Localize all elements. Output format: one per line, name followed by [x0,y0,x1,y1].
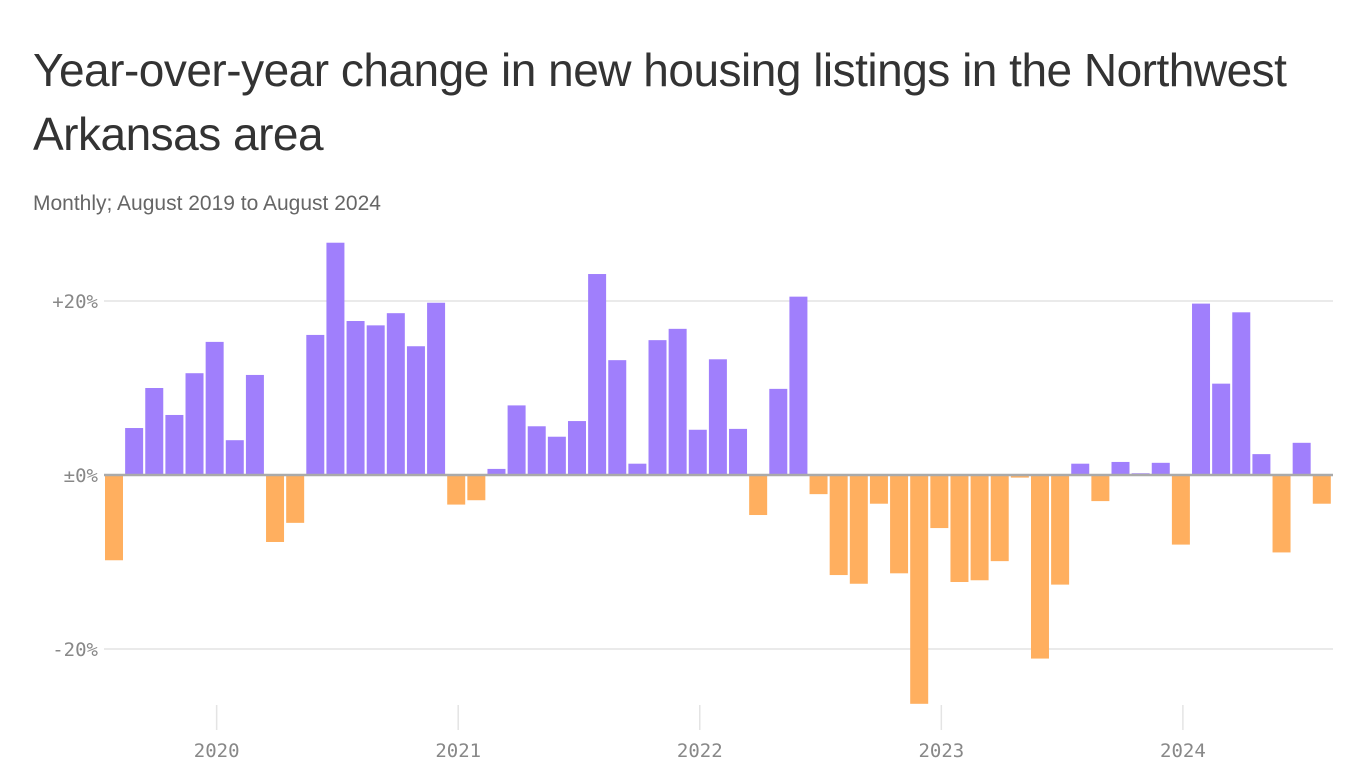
bar [1091,475,1110,502]
bar [588,274,607,475]
bar [668,328,687,475]
bar [165,414,184,475]
bar [829,475,848,576]
bar [1111,461,1130,475]
bar [1192,303,1211,475]
bar [1051,475,1070,585]
bar [608,360,627,475]
bar [406,346,425,475]
bar [567,421,586,475]
bar [185,373,204,475]
bar [789,296,808,475]
bar [1010,475,1029,478]
bar [769,388,788,475]
bar [869,475,888,504]
x-tick-label: 2021 [435,740,481,762]
bar [930,475,949,529]
bar [346,321,365,475]
chart-subtitle: Monthly; August 2019 to August 2024 [33,192,381,215]
bar [1071,463,1090,475]
bar [225,440,244,475]
bar [286,475,305,523]
bar [729,428,748,475]
bar [1252,454,1271,475]
y-tick-label: -20% [52,639,98,661]
x-tick-label: 2024 [1160,740,1206,762]
bar [245,374,264,475]
bar [970,475,989,581]
bar [266,475,285,542]
bar [366,325,385,475]
bar [648,340,667,475]
bar [910,475,929,704]
y-tick-label: ±0% [64,465,99,487]
bar [849,475,868,584]
bar [990,475,1009,562]
bar [145,388,164,475]
bar [427,302,446,475]
bar [527,426,546,475]
bar [386,313,405,475]
bar [1171,475,1190,545]
bar [467,475,486,501]
bar [688,429,707,475]
bar [708,359,727,475]
bar [1232,312,1251,475]
x-tick-label: 2022 [677,740,723,762]
bar [628,463,647,475]
bar [809,475,828,495]
bar [890,475,909,574]
bar [1151,462,1170,475]
bar [1212,383,1231,475]
bar [105,475,123,561]
bar [1272,475,1291,553]
bar [306,334,325,475]
x-tick-label: 2023 [918,740,964,762]
bar [487,468,506,475]
bar [950,475,969,583]
bar [1030,475,1049,659]
bar [205,341,224,475]
y-tick-label: +20% [52,291,98,313]
bar [1292,442,1311,475]
bar [507,405,526,475]
bar [125,428,144,475]
bar [1312,475,1331,504]
x-tick-label: 2020 [194,740,240,762]
bar [447,475,466,505]
chart-title: Year-over-year change in new housing lis… [33,44,1287,160]
bar [749,475,768,516]
bar [326,242,345,475]
bar [547,436,566,475]
